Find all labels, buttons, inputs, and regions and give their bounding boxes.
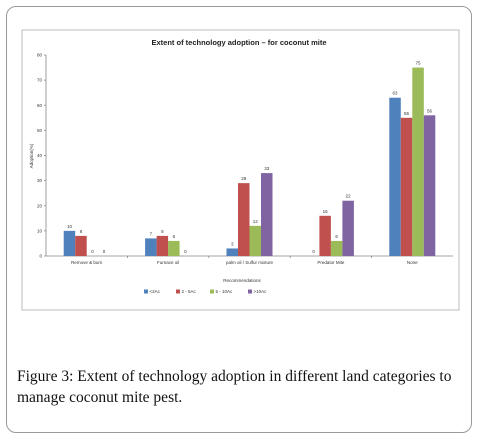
y-axis-label: Adoption(%) [29, 143, 34, 168]
data-label: 63 [393, 91, 399, 96]
figure-caption: Figure 3: Extent of technology adoption … [17, 366, 467, 408]
x-tick-label: Predator Mite [317, 260, 345, 265]
bar [238, 183, 250, 256]
y-tick-label: 10 [37, 228, 43, 233]
legend-swatch [176, 289, 180, 294]
data-label: 12 [253, 219, 259, 224]
legend-swatch [248, 289, 252, 294]
bar [249, 225, 261, 256]
data-label: 10 [67, 224, 73, 229]
bar [226, 248, 238, 256]
data-label: 56 [427, 108, 433, 113]
data-label: 3 [231, 241, 234, 246]
data-label: 8 [80, 229, 83, 234]
bar [75, 235, 87, 256]
data-label: 6 [173, 234, 176, 239]
y-tick-label: 20 [37, 203, 43, 208]
caption-label: Figure 3: [17, 368, 74, 385]
bar [261, 173, 273, 256]
bar [423, 115, 436, 256]
bar [145, 238, 157, 256]
data-label: 16 [323, 209, 329, 214]
data-label: 33 [264, 166, 270, 171]
y-tick-label: 30 [37, 178, 43, 183]
bars: 10 8 0 0 7 8 6 0 3 29 12 33 0 16 6 22 63 55 75 56 [63, 61, 436, 257]
data-label: 0 [312, 249, 315, 254]
data-label: 8 [161, 229, 164, 234]
bar [342, 200, 354, 256]
bar [389, 97, 401, 257]
x-tick-label: Furnace oil [157, 260, 179, 265]
y-tick-label: 0 [39, 254, 42, 259]
legend-entry: >10Ac [254, 289, 268, 294]
y-tick-label: 80 [37, 53, 43, 58]
data-label: 22 [346, 194, 352, 199]
chart-title: Extent of technology adoption – for coco… [151, 38, 326, 47]
legend-entry: <2Ac [150, 289, 161, 294]
data-label: 75 [416, 61, 422, 66]
x-tick-label: palm oil / Sulfur mixture [226, 260, 274, 265]
data-label: 0 [184, 249, 187, 254]
legend-entry: 5 - 10Ac [216, 289, 234, 294]
y-tick-label: 70 [37, 78, 43, 83]
bar [168, 240, 180, 256]
legend: <2Ac 2 - 5Ac 5 - 10Ac >10Ac [144, 289, 267, 294]
x-axis-label: Recommendations [223, 278, 261, 283]
legend-swatch [210, 289, 214, 294]
x-tick-label: None [407, 260, 418, 265]
bar [156, 235, 169, 256]
legend-entry: 2 - 5Ac [182, 289, 197, 294]
y-tick-label: 60 [37, 103, 43, 108]
bar [412, 67, 424, 256]
legend-swatch [144, 289, 148, 294]
data-label: 0 [103, 249, 106, 254]
bar [400, 117, 413, 256]
data-label: 29 [241, 176, 247, 181]
data-label: 55 [404, 111, 410, 116]
y-tick-label: 40 [37, 153, 43, 158]
data-label: 0 [91, 249, 94, 254]
chart-area-border [21, 29, 460, 311]
caption-text: Extent of technology adoption in differe… [17, 368, 452, 406]
bar [319, 215, 331, 256]
data-label: 6 [335, 234, 338, 239]
y-tick-label: 50 [37, 128, 43, 133]
data-label: 7 [150, 231, 153, 236]
x-tick-label: Remove & burn [71, 260, 103, 265]
bar [63, 230, 76, 256]
bar [330, 240, 343, 256]
